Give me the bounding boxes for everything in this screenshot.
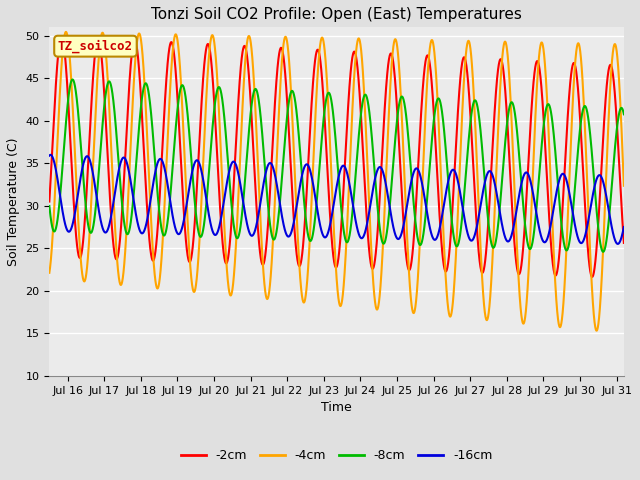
-16cm bbox=[265, 161, 273, 167]
-2cm bbox=[390, 66, 398, 72]
-2cm bbox=[265, 206, 273, 212]
-16cm bbox=[518, 179, 525, 185]
-8cm bbox=[419, 233, 427, 239]
-4cm bbox=[474, 190, 482, 195]
Line: -2cm: -2cm bbox=[49, 36, 624, 277]
-4cm bbox=[593, 328, 600, 334]
-2cm bbox=[419, 82, 427, 87]
-16cm bbox=[620, 224, 628, 230]
Text: TZ_soilco2: TZ_soilco2 bbox=[58, 39, 133, 53]
Title: Tonzi Soil CO2 Profile: Open (East) Temperatures: Tonzi Soil CO2 Profile: Open (East) Temp… bbox=[151, 7, 522, 22]
-8cm bbox=[68, 77, 76, 83]
-8cm bbox=[390, 151, 398, 156]
Y-axis label: Soil Temperature (C): Soil Temperature (C) bbox=[7, 137, 20, 266]
-4cm bbox=[620, 183, 628, 189]
-16cm bbox=[45, 153, 53, 158]
-8cm bbox=[474, 108, 482, 113]
-2cm bbox=[474, 243, 482, 249]
-4cm bbox=[150, 262, 157, 267]
X-axis label: Time: Time bbox=[321, 401, 352, 414]
Line: -4cm: -4cm bbox=[49, 32, 624, 331]
-4cm bbox=[419, 166, 427, 171]
-4cm bbox=[390, 39, 398, 45]
-4cm bbox=[518, 316, 525, 322]
-8cm bbox=[518, 186, 525, 192]
Line: -8cm: -8cm bbox=[49, 80, 624, 252]
-8cm bbox=[45, 203, 53, 209]
-2cm bbox=[45, 199, 53, 204]
-4cm bbox=[265, 290, 273, 296]
-16cm bbox=[614, 241, 621, 247]
-2cm bbox=[58, 34, 65, 39]
-8cm bbox=[150, 143, 157, 149]
-8cm bbox=[620, 111, 628, 117]
-8cm bbox=[265, 212, 273, 218]
-16cm bbox=[47, 152, 54, 158]
-8cm bbox=[599, 249, 607, 255]
-4cm bbox=[45, 270, 53, 276]
Legend: -2cm, -4cm, -8cm, -16cm: -2cm, -4cm, -8cm, -16cm bbox=[176, 444, 497, 467]
-4cm bbox=[62, 29, 70, 35]
-16cm bbox=[419, 186, 427, 192]
-16cm bbox=[150, 177, 157, 183]
-2cm bbox=[588, 274, 596, 280]
Line: -16cm: -16cm bbox=[49, 155, 624, 244]
-2cm bbox=[620, 240, 628, 246]
-16cm bbox=[474, 217, 482, 223]
-16cm bbox=[390, 227, 398, 233]
-2cm bbox=[518, 259, 525, 264]
-2cm bbox=[150, 257, 157, 263]
